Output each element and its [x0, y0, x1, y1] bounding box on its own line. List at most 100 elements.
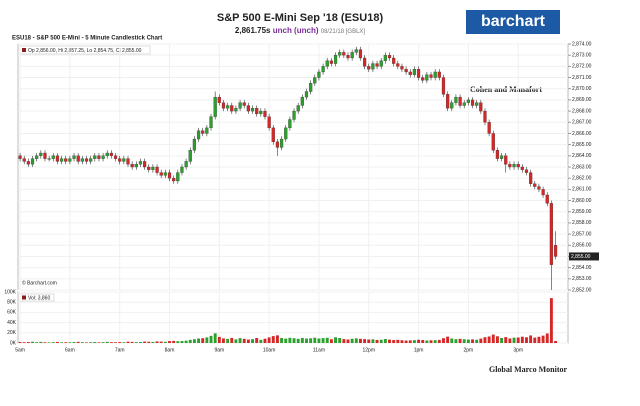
volume-bar [375, 339, 379, 343]
candle-body [97, 155, 101, 159]
candle-body [263, 110, 267, 117]
candle-body [524, 169, 529, 173]
candle-body [499, 155, 504, 159]
ohlc-swatch [22, 48, 26, 52]
volume-bar [85, 342, 88, 343]
volume-bar [545, 333, 549, 343]
candle-body [545, 194, 549, 204]
volume-bar [383, 339, 387, 343]
candle-body [275, 141, 280, 148]
volume-bar [487, 336, 491, 343]
y-tick-label: 2,864.00 [572, 153, 592, 159]
volume-bar [51, 342, 55, 343]
volume-bar [446, 336, 450, 343]
volume-bar [64, 342, 68, 343]
candle-body [134, 164, 138, 168]
volume-bar [22, 342, 26, 343]
candle-body [250, 108, 255, 112]
x-tick-label: 10am [263, 347, 276, 353]
volume-bar [139, 342, 142, 343]
volume-bar [516, 337, 520, 343]
volume-bar [47, 342, 51, 343]
volume-bar [255, 338, 259, 343]
volume-bar [105, 341, 109, 343]
volume-bar [504, 337, 508, 343]
volume-bar [26, 342, 30, 343]
x-tick-label: 11am [313, 347, 325, 353]
watermark: © Barchart.com [22, 279, 57, 286]
candle-body [487, 122, 491, 134]
candle-body [470, 99, 475, 106]
y-tick-label: 2,860.00 [572, 198, 592, 204]
volume-bar [495, 336, 499, 343]
candle-body [404, 69, 408, 73]
candle-body [35, 155, 39, 159]
candle-body [126, 158, 130, 165]
volume-bar [31, 341, 34, 343]
volume-bar [354, 338, 358, 343]
volume-bar [529, 335, 533, 343]
y-tick-label: 2,872.00 [572, 64, 592, 70]
candle-body [392, 57, 396, 64]
volume-bar [72, 342, 76, 343]
volume-bar [159, 341, 163, 343]
volume-bar [475, 339, 479, 343]
y-tick-label: 2,869.00 [572, 97, 592, 103]
y-tick-label: 2,863.00 [572, 164, 592, 170]
volume-bar [192, 339, 196, 343]
candle-body [101, 155, 105, 159]
candle-body [64, 158, 68, 162]
volume-legend: Vol: 3,860 [28, 295, 50, 301]
candle-body [147, 166, 151, 170]
candle-body [466, 99, 470, 103]
candle-body [375, 63, 379, 67]
candle-body [163, 172, 167, 176]
candle-body [201, 130, 205, 134]
candle-body [462, 102, 466, 106]
x-tick-label: 7am [115, 347, 125, 353]
volume-bar [412, 340, 416, 343]
candle-body [217, 96, 221, 103]
volume-bar [114, 342, 117, 343]
volume-bar [309, 338, 313, 343]
candle-body [209, 116, 213, 129]
candle-body [93, 155, 97, 159]
candle-body [84, 158, 89, 162]
volume-bar [321, 338, 325, 343]
candle-body [184, 161, 188, 168]
candle-body [55, 155, 60, 162]
candle-body [304, 91, 309, 98]
quote-date: 08/21/18 [GBLX] [321, 29, 366, 35]
volume-bar [508, 338, 512, 343]
volume-bar [122, 342, 126, 343]
candle-body [483, 110, 487, 123]
candle-body [416, 69, 421, 78]
y-tick-label: 2,868.00 [572, 108, 592, 114]
volume-bar [305, 338, 308, 343]
candle-body [238, 102, 242, 109]
x-tick-label: 6am [65, 347, 75, 353]
volume-tick-label: 40K [7, 320, 17, 326]
volume-bar [466, 339, 470, 343]
candle-body [300, 96, 304, 106]
volume-bar [404, 340, 408, 343]
last-price-box [569, 252, 599, 261]
volume-bar [421, 340, 425, 343]
candle-body [329, 60, 333, 64]
candle-body [325, 60, 329, 67]
volume-bar [313, 337, 317, 343]
volume-bar [500, 338, 504, 343]
x-tick-label: 8am [165, 347, 175, 353]
candle-body [259, 110, 263, 115]
footer: Global Marco Monitor [489, 365, 568, 374]
chart-subtitle: ESU18 - S&P 500 E-Mini - 5 Minute Candle… [12, 36, 162, 42]
candle-body [433, 71, 437, 78]
x-tick-label: 5am [15, 347, 25, 353]
volume-bar [342, 339, 346, 343]
y-tick-label: 2,859.00 [572, 209, 592, 215]
volume-bar [234, 339, 238, 343]
quote-line: 2,861.75s unch (unch) 08/21/18 [GBLX] [235, 26, 366, 35]
volume-swatch [22, 295, 26, 300]
y-tick-label: 2,867.00 [572, 120, 592, 126]
